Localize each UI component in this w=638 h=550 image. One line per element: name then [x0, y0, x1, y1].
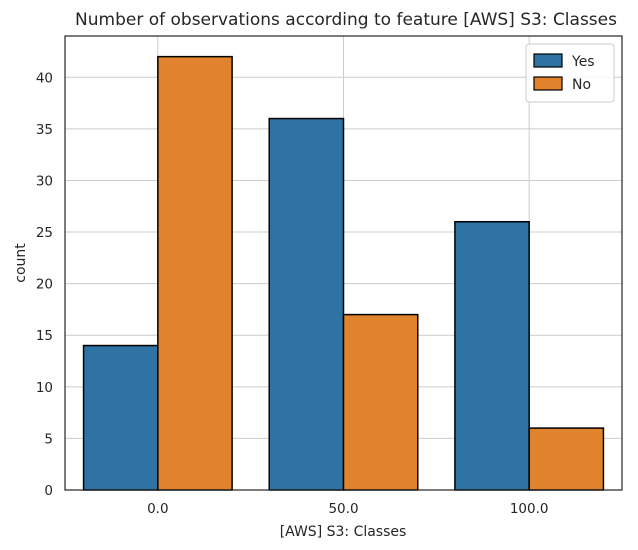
x-tick-label: 0.0 [147, 501, 168, 517]
bar-no-50.0 [342, 313, 419, 491]
legend-label-no: No [572, 77, 591, 93]
y-tick-label: 0 [44, 483, 53, 499]
y-tick-label: 35 [36, 122, 53, 138]
y-tick-label: 5 [44, 431, 53, 447]
y-tick-label: 15 [36, 328, 53, 344]
y-tick-label: 10 [36, 380, 53, 396]
x-axis-ticks: 0.0 50.0 100.0 [147, 501, 548, 517]
chart-title: Number of observations according to feat… [75, 10, 617, 30]
y-tick-label: 40 [36, 70, 53, 86]
plot-frame [64, 35, 623, 491]
bar-yes-100.0 [454, 220, 530, 491]
legend-label-yes: Yes [571, 54, 595, 70]
bars [82, 55, 605, 491]
y-axis-label: count [13, 243, 29, 283]
legend-swatch-no [533, 76, 563, 91]
legend-box [525, 43, 615, 103]
bar-yes-50.0 [268, 117, 345, 491]
bar-no-0.0 [157, 55, 233, 491]
x-axis-label: [AWS] S3: Classes [280, 524, 407, 540]
y-tick-label: 25 [36, 225, 53, 241]
bar-no-100.0 [528, 427, 605, 491]
y-tick-label: 30 [36, 173, 53, 189]
x-tick-label: 50.0 [328, 501, 358, 517]
y-tick-label: 20 [36, 277, 53, 293]
x-tick-label: 100.0 [510, 501, 549, 517]
legend-swatch-yes [533, 53, 563, 68]
y-axis-ticks: 0 5 10 15 20 25 30 35 40 [36, 70, 53, 499]
legend: Yes No [525, 43, 615, 103]
bar-yes-0.0 [82, 344, 159, 491]
